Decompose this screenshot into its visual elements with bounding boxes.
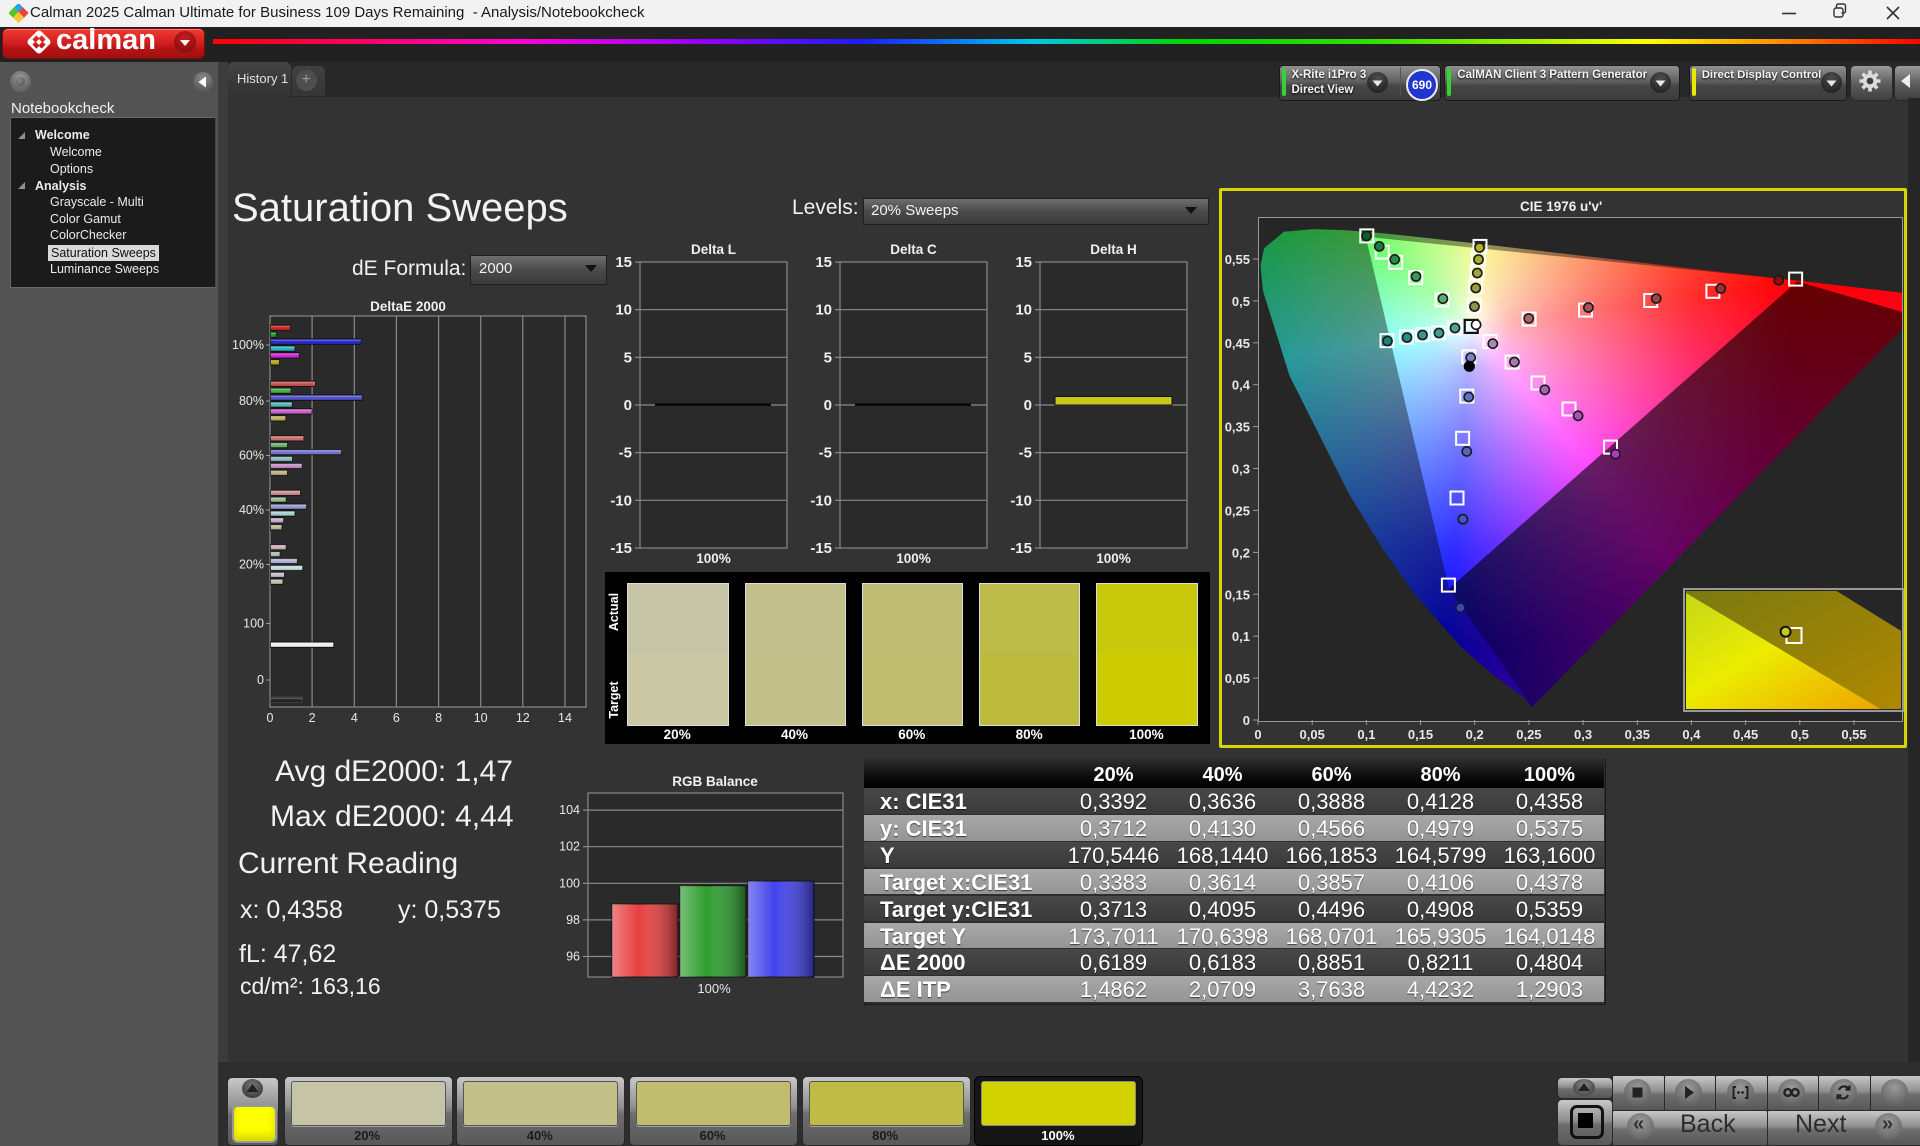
svg-text:0,4: 0,4	[1682, 727, 1701, 742]
svg-text:0: 0	[267, 711, 274, 725]
svg-text:20%: 20%	[239, 558, 264, 572]
svg-text:0,25: 0,25	[1516, 727, 1541, 742]
svg-text:-15: -15	[810, 540, 832, 557]
svg-text:0: 0	[1243, 713, 1250, 728]
svg-text:15: 15	[815, 254, 832, 271]
svg-text:5: 5	[624, 349, 632, 366]
svg-text:5: 5	[1024, 349, 1032, 366]
svg-text:0,45: 0,45	[1733, 727, 1758, 742]
svg-text:100%: 100%	[232, 338, 264, 352]
svg-text:102: 102	[560, 840, 580, 854]
svg-text:100%: 100%	[896, 551, 931, 566]
svg-text:Delta L: Delta L	[691, 242, 736, 257]
svg-text:0,35: 0,35	[1625, 727, 1650, 742]
svg-text:104: 104	[560, 803, 580, 817]
svg-text:Delta C: Delta C	[890, 242, 937, 257]
svg-text:0: 0	[1024, 397, 1032, 414]
svg-text:0,2: 0,2	[1232, 545, 1250, 560]
svg-text:6: 6	[393, 711, 400, 725]
svg-text:0,1: 0,1	[1232, 629, 1250, 644]
svg-text:0,45: 0,45	[1225, 336, 1250, 351]
svg-text:100: 100	[560, 876, 580, 890]
svg-text:0,1: 0,1	[1357, 727, 1375, 742]
svg-text:0,55: 0,55	[1841, 727, 1866, 742]
svg-text:5: 5	[824, 349, 832, 366]
svg-text:100%: 100%	[696, 551, 731, 566]
svg-text:0,05: 0,05	[1225, 671, 1250, 686]
svg-text:0,35: 0,35	[1225, 420, 1250, 435]
svg-text:2: 2	[309, 711, 316, 725]
svg-text:DeltaE 2000: DeltaE 2000	[370, 299, 446, 314]
svg-text:10: 10	[615, 302, 632, 319]
svg-text:40%: 40%	[239, 503, 264, 517]
svg-text:0: 0	[624, 397, 632, 414]
svg-text:0,15: 0,15	[1225, 587, 1250, 602]
svg-text:98: 98	[566, 913, 580, 927]
svg-text:10: 10	[474, 711, 488, 725]
svg-text:0,3: 0,3	[1232, 462, 1250, 477]
svg-text:100%: 100%	[1096, 551, 1131, 566]
svg-text:14: 14	[558, 711, 572, 725]
svg-text:0,5: 0,5	[1232, 294, 1250, 309]
svg-text:100%: 100%	[697, 981, 731, 996]
svg-text:0: 0	[257, 673, 264, 687]
svg-text:-15: -15	[1010, 540, 1032, 557]
svg-text:60%: 60%	[239, 449, 264, 463]
svg-text:15: 15	[1015, 254, 1032, 271]
svg-text:12: 12	[516, 711, 530, 725]
svg-text:10: 10	[1015, 302, 1032, 319]
svg-text:Target: Target	[607, 681, 621, 719]
svg-text:96: 96	[566, 950, 580, 964]
svg-text:0,5: 0,5	[1791, 727, 1809, 742]
svg-text:100: 100	[243, 617, 264, 631]
svg-text:RGB Balance: RGB Balance	[672, 774, 758, 789]
svg-text:Actual: Actual	[607, 593, 621, 631]
svg-text:0,55: 0,55	[1225, 252, 1250, 267]
svg-text:80%: 80%	[239, 394, 264, 408]
svg-text:-10: -10	[610, 492, 632, 509]
svg-text:10: 10	[815, 302, 832, 319]
svg-text:0,15: 0,15	[1408, 727, 1433, 742]
svg-text:-10: -10	[810, 492, 832, 509]
svg-text:0,05: 0,05	[1300, 727, 1325, 742]
svg-text:-5: -5	[819, 445, 832, 462]
svg-text:-15: -15	[610, 540, 632, 557]
svg-text:15: 15	[615, 254, 632, 271]
svg-text:Delta H: Delta H	[1090, 242, 1137, 257]
svg-text:0,25: 0,25	[1225, 503, 1250, 518]
svg-text:0,3: 0,3	[1574, 727, 1592, 742]
svg-text:-10: -10	[1010, 492, 1032, 509]
svg-text:0,2: 0,2	[1466, 727, 1484, 742]
svg-text:8: 8	[435, 711, 442, 725]
svg-text:-5: -5	[1019, 445, 1032, 462]
svg-text:0: 0	[1254, 727, 1261, 742]
svg-text:0: 0	[824, 397, 832, 414]
svg-text:0,4: 0,4	[1232, 378, 1251, 393]
svg-text:-5: -5	[619, 445, 632, 462]
svg-text:4: 4	[351, 711, 358, 725]
